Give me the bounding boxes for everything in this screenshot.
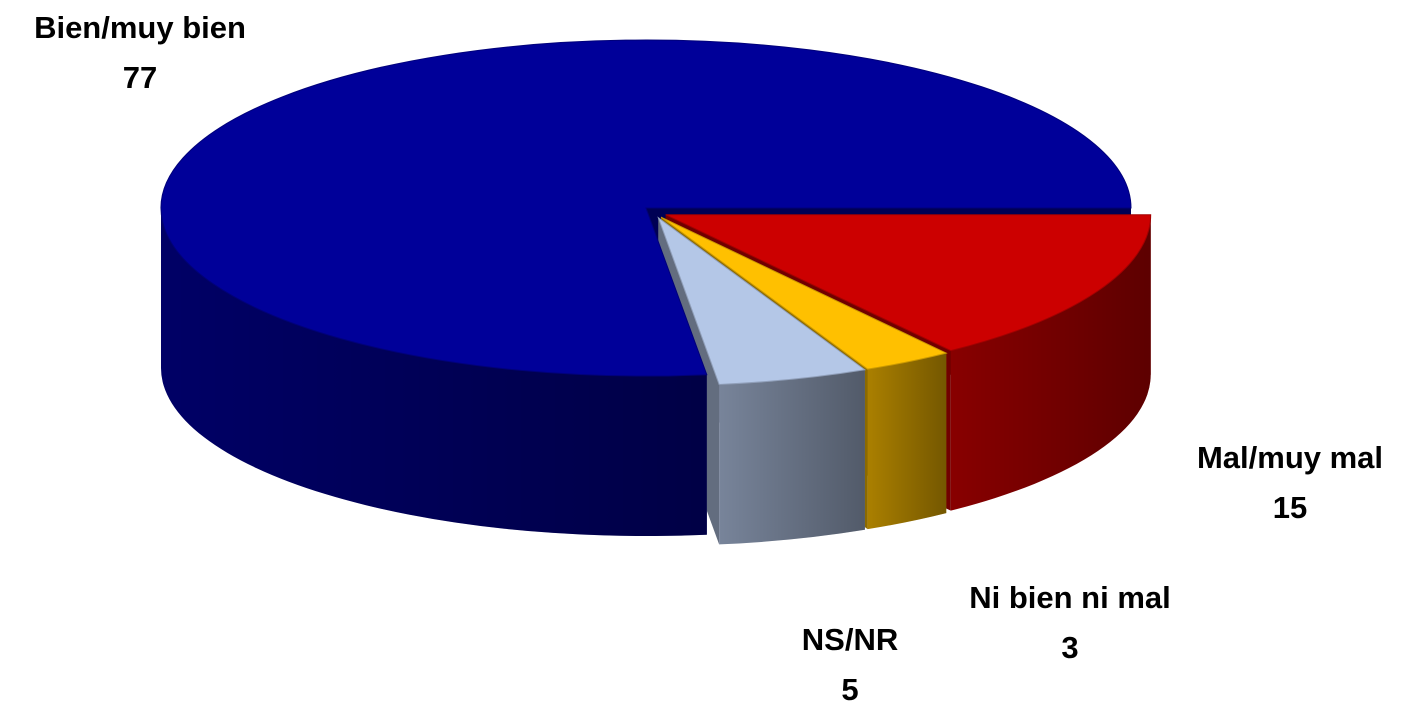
slice-label: Mal/muy mal [1197,440,1383,475]
slice-side-shade [160,208,707,537]
slice-side-shade [950,214,1151,511]
slice-value: 5 [841,672,858,707]
slice-value: 77 [123,60,157,95]
slice-tops [160,39,1152,385]
slice [160,39,1132,377]
slice-side-shade [867,353,947,530]
slice [665,214,1152,352]
slice-label: NS/NR [802,622,898,657]
labels: Mal/muy mal 15 Ni bien ni mal 3 NS/NR 5 Bien/m… [34,10,1383,707]
slice-label: Ni bien ni mal [969,580,1171,615]
slice-value: 3 [1061,630,1078,665]
slice [657,216,867,385]
slice-side-shade [719,369,865,545]
slice-value: 15 [1273,490,1307,525]
slice [660,216,948,370]
slice-label: Bien/muy bien [34,10,246,45]
